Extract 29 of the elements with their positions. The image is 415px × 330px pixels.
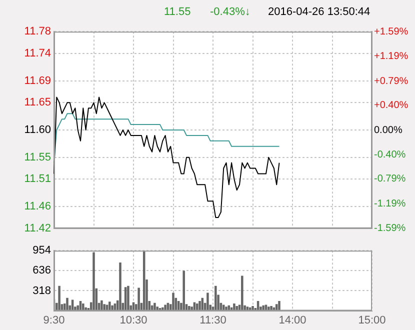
y2-tick-label: +0.40% [374,100,408,111]
y2-tick-label: -0.79% [374,174,406,185]
y-tick-label: 11.51 [24,173,51,186]
y-tick-label: 11.60 [24,124,51,136]
x-tick-label: 9:30 [43,314,65,326]
y-tick-label: 11.42 [24,222,51,234]
y-tick-label: 11.65 [24,96,51,109]
y-tick-label: 11.69 [24,74,51,87]
y2-tick-label: 0.00% [374,124,402,136]
y-tick-label: 318 [32,284,51,297]
x-tick-label: 10:30 [120,314,148,326]
y2-tick-label: -1.19% [374,198,406,210]
y-tick-label: 636 [32,264,51,277]
y2-tick-label: +1.19% [374,51,408,62]
y-tick-label: 954 [32,244,51,257]
text: -0.43%↓ [210,6,250,18]
x-tick-label: 11:30 [200,314,226,326]
y-tick-label: 11.55 [24,151,51,164]
y2-tick-label: +0.79% [374,76,408,87]
y-tick-label: 11.78 [24,26,51,38]
text: 2016-04-26 13:50:44 [268,6,370,18]
x-tick-label: 14:00 [278,314,306,326]
y-tick-label: 11.46 [24,200,51,213]
y2-tick-label: +1.59% [374,26,408,38]
y-tick-label: 11.74 [24,48,51,60]
text: 11.55 [164,6,191,18]
x-tick-label: 15:00 [358,314,386,326]
y2-tick-label: -1.59% [374,223,406,234]
y2-tick-label: -0.40% [374,150,406,161]
